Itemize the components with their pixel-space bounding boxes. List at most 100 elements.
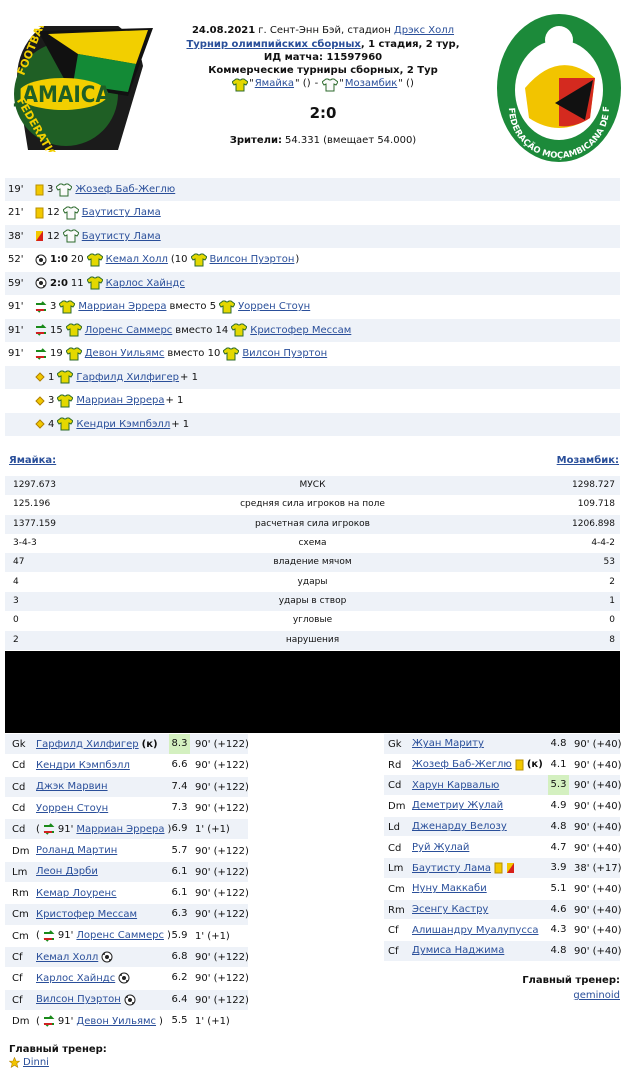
player[interactable]: Карлос Хайндс bbox=[105, 277, 185, 289]
player[interactable]: Девон Уильямс bbox=[84, 348, 165, 360]
stat-home: 1377.159 bbox=[13, 518, 56, 529]
ball bbox=[124, 994, 136, 1006]
player-name[interactable]: Джэк Марвин bbox=[36, 781, 108, 793]
position: Lm bbox=[12, 866, 28, 878]
player[interactable]: Марриан Эррера bbox=[78, 301, 167, 313]
player-name[interactable]: Деметриу Жулай bbox=[412, 800, 504, 812]
black-box bbox=[5, 651, 620, 733]
player-name[interactable]: Вилсон Пуэртон bbox=[36, 994, 121, 1006]
player[interactable]: Баутисту Лама bbox=[81, 207, 161, 219]
player-name[interactable]: Леон Дэрби bbox=[36, 866, 98, 878]
minutes: 90' (+122) bbox=[195, 760, 249, 772]
tail: + 1 bbox=[171, 418, 190, 430]
header-line: Зрители: 54.331 (вмещает 54.000) bbox=[180, 135, 466, 146]
player-name[interactable]: Баутисту Лама bbox=[412, 862, 491, 874]
paren: ) bbox=[159, 1015, 163, 1027]
player-cell: Баутисту Лама bbox=[412, 858, 515, 878]
rating: 6.3 bbox=[171, 908, 188, 920]
player-name[interactable]: Харун Карвалью bbox=[412, 779, 500, 791]
stat-label: нарушения bbox=[285, 634, 340, 645]
coach-label: Главный тренер: bbox=[9, 1044, 107, 1055]
player[interactable]: Кемал Холл bbox=[105, 254, 168, 266]
player[interactable]: Жозеф Баб-Жеглю bbox=[75, 184, 176, 195]
minutes: 90' (+40) bbox=[574, 759, 622, 771]
number: 3 bbox=[50, 301, 57, 313]
coach-home[interactable]: Dinni bbox=[23, 1057, 49, 1068]
away-team[interactable]: Мозамбик bbox=[344, 78, 398, 89]
minute: 91' bbox=[8, 348, 24, 360]
ball bbox=[118, 972, 130, 984]
player[interactable]: Лоренс Саммерс bbox=[84, 324, 173, 336]
event-row: 19' 3 Жозеф Баб-Жеглю bbox=[5, 178, 620, 201]
player-name[interactable]: Роланд Мартин bbox=[36, 845, 118, 857]
player[interactable]: Марриан Эррера bbox=[76, 395, 165, 407]
tournament[interactable]: Турнир олимпийских сборных bbox=[186, 39, 361, 50]
player-name[interactable]: Эсенгу Кастру bbox=[412, 903, 489, 915]
minute: 52' bbox=[8, 254, 24, 266]
player-name[interactable]: Карлос Хайндс bbox=[36, 972, 116, 984]
coach-away[interactable]: geminoid bbox=[573, 990, 620, 1001]
minutes: 90' (+122) bbox=[195, 866, 249, 878]
player-name[interactable]: Кристофер Мессам bbox=[36, 909, 138, 921]
player-name[interactable]: Руй Жулай bbox=[412, 841, 470, 853]
extra: вместо 5 bbox=[169, 301, 217, 313]
player-cell: (91' Лоренс Саммерс) bbox=[36, 926, 171, 946]
minutes: 90' (+122) bbox=[195, 952, 249, 963]
event-row: 4 Кендри Кэмпбэлл + 1 bbox=[5, 412, 620, 436]
match-id: ИД матча: 11597960 bbox=[263, 52, 383, 63]
player-name[interactable]: Девон Уильямс bbox=[76, 1015, 157, 1027]
stats-home[interactable]: Ямайка: bbox=[9, 455, 57, 466]
event-row: 1 Гарфилд Хилфигер + 1 bbox=[5, 365, 620, 389]
dash: - bbox=[314, 78, 319, 89]
minutes: 90' (+40) bbox=[574, 883, 622, 895]
lineup-row: Cm (91' Лоренс Саммерс) 5.9 1' (+1) bbox=[5, 925, 248, 946]
ball bbox=[101, 951, 113, 963]
player-name[interactable]: Марриан Эррера bbox=[76, 823, 165, 835]
shirt bbox=[231, 323, 248, 337]
player-cell: Алишандру Муалупусса bbox=[412, 920, 538, 940]
home-team[interactable]: Ямайка bbox=[254, 78, 295, 89]
minutes: 90' (+122) bbox=[195, 739, 249, 750]
player[interactable]: Гарфилд Хилфигер bbox=[76, 371, 180, 383]
player-name[interactable]: Дженарду Велозу bbox=[412, 821, 507, 833]
lineup-row: Cd (91' Марриан Эррера) 6.9 1' (+1) bbox=[5, 819, 248, 840]
minute: 38' bbox=[8, 230, 24, 242]
player-name[interactable]: Жозеф Баб-Жеглю bbox=[412, 759, 512, 771]
position: Lm bbox=[388, 863, 404, 875]
event-row: 38' 12 Баутисту Лама bbox=[5, 224, 620, 248]
number: 4 bbox=[48, 418, 55, 430]
player-name[interactable]: Жуан Мариту bbox=[412, 738, 484, 750]
minutes: 90' (+122) bbox=[195, 802, 249, 814]
sub-minute: 91' bbox=[57, 1015, 74, 1027]
player[interactable]: Баутисту Лама bbox=[81, 230, 161, 242]
player-cell: Дженарду Велозу bbox=[412, 817, 507, 837]
player-name[interactable]: Кемар Лоуренс bbox=[36, 887, 117, 899]
lineup-row: Cf Кемал Холл 6.8 90' (+122) bbox=[5, 947, 249, 968]
stat-away: 1298.727 bbox=[572, 480, 615, 490]
minute: 21' bbox=[8, 207, 24, 219]
player-name[interactable]: Уоррен Стоун bbox=[36, 802, 109, 814]
player-name[interactable]: Алишандру Муалупусса bbox=[412, 924, 539, 936]
stats-away[interactable]: Мозамбик: bbox=[556, 455, 619, 466]
player-name[interactable]: Думиса Наджима bbox=[412, 945, 505, 957]
player-name[interactable]: Лоренс Саммерс bbox=[76, 930, 164, 942]
player[interactable]: Вилсон Пуэртон bbox=[242, 348, 328, 360]
player-name[interactable]: Гарфилд Хилфигер bbox=[36, 738, 139, 750]
rating: 6.1 bbox=[171, 865, 188, 877]
player-name[interactable]: Нуну Маккаби bbox=[412, 883, 487, 895]
player-name[interactable]: Кемал Холл bbox=[36, 951, 99, 963]
position: Dm bbox=[388, 801, 406, 813]
rating: 7.3 bbox=[171, 801, 188, 813]
player-name[interactable]: Кендри Кэмпбэлл bbox=[36, 759, 130, 771]
player[interactable]: Кристофер Мессам bbox=[250, 324, 352, 336]
stadium[interactable]: Дрэкс Холл bbox=[393, 25, 455, 36]
player[interactable]: Кендри Кэмпбэлл bbox=[76, 418, 171, 430]
paren: ( bbox=[36, 823, 40, 835]
quote: " () bbox=[398, 78, 414, 89]
sub-minute: 91' bbox=[57, 823, 74, 835]
player[interactable]: Уоррен Стоун bbox=[238, 301, 311, 313]
stat-home: 47 bbox=[13, 557, 25, 568]
position: Gk bbox=[12, 739, 26, 750]
lineup-row: Lm Леон Дэрби 6.1 90' (+122) bbox=[5, 861, 249, 883]
player[interactable]: Вилсон Пуэртон bbox=[209, 254, 295, 266]
